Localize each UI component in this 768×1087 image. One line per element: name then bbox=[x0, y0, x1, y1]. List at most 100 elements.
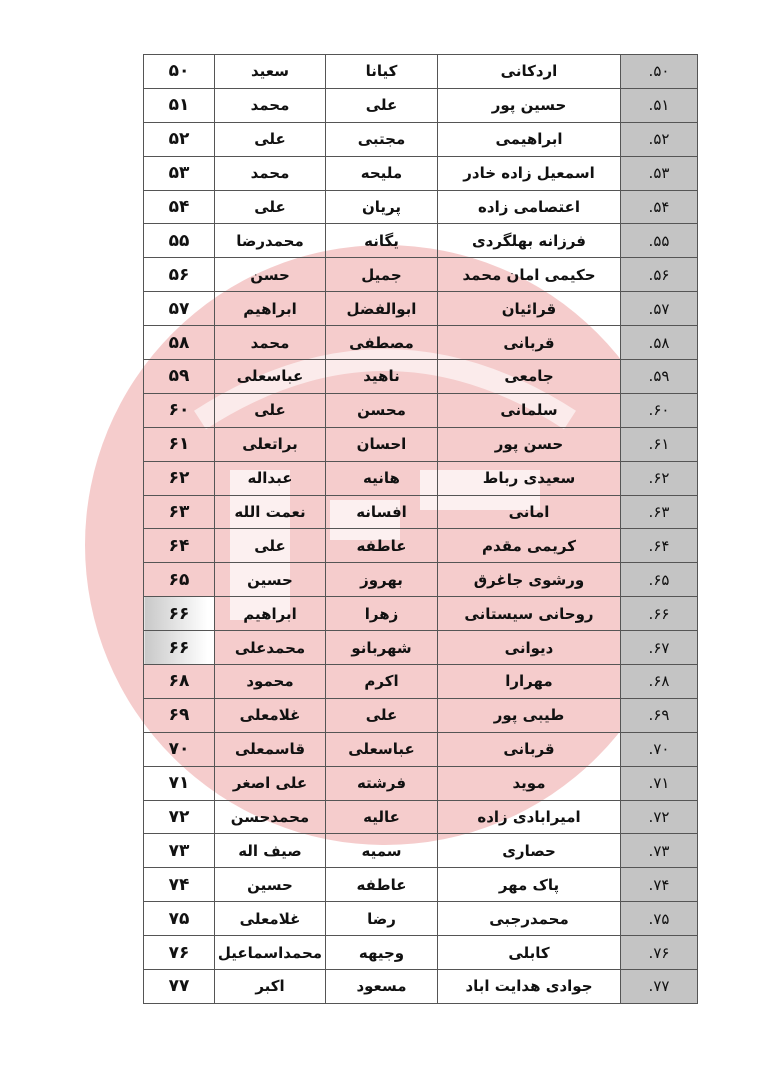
first-name-cell: احسان bbox=[325, 426, 438, 462]
last-name-cell: کابلی bbox=[437, 935, 621, 971]
row-index-cell: ۵۶. bbox=[620, 257, 698, 293]
father-name-cell: محمد bbox=[214, 87, 326, 123]
row-index-cell: ۷۶. bbox=[620, 935, 698, 971]
number-cell: ۷۴ bbox=[143, 867, 215, 903]
number-cell: ۷۶ bbox=[143, 935, 215, 971]
number-cell: ۷۵ bbox=[143, 901, 215, 937]
row-index-cell: ۶۸. bbox=[620, 664, 698, 699]
father-name-cell: علی bbox=[214, 189, 326, 225]
first-name-cell: ناهید bbox=[325, 359, 438, 394]
table-row: ۵۶. حکیمی امان محمد جمیل حسن ۵۶ bbox=[143, 257, 698, 293]
last-name-cell: سلمانی bbox=[437, 392, 621, 428]
first-name-cell: پریان bbox=[325, 189, 438, 225]
row-index-cell: ۶۰. bbox=[620, 392, 698, 428]
father-name-cell: سعید bbox=[214, 54, 326, 89]
last-name-cell: امانی bbox=[437, 494, 621, 530]
father-name-cell: محمد bbox=[214, 155, 326, 191]
father-name-cell: غلامعلی bbox=[214, 697, 326, 733]
first-name-cell: محسن bbox=[325, 392, 438, 428]
table-row: ۵۲. ابراهیمی مجتبی علی ۵۲ bbox=[143, 121, 698, 157]
first-name-cell: شهربانو bbox=[325, 630, 438, 666]
first-name-cell: زهرا bbox=[325, 596, 438, 632]
table-row: ۶۸. مهرارا اکرم محمود ۶۸ bbox=[143, 664, 698, 699]
number-cell: ۷۰ bbox=[143, 731, 215, 767]
table-row: ۷۷. جوادی هدایت اباد مسعود اکبر ۷۷ bbox=[143, 969, 698, 1004]
number-cell: ۷۷ bbox=[143, 969, 215, 1004]
number-cell: ۶۶ bbox=[143, 596, 215, 632]
last-name-cell: قربانی bbox=[437, 325, 621, 361]
table-row: ۵۳. اسمعیل زاده خادر ملیحه محمد ۵۳ bbox=[143, 155, 698, 191]
table-row: ۵۸. قربانی مصطفی محمد ۵۸ bbox=[143, 325, 698, 361]
number-cell: ۷۳ bbox=[143, 833, 215, 869]
row-index-cell: ۶۳. bbox=[620, 494, 698, 530]
row-index-cell: ۵۹. bbox=[620, 359, 698, 394]
table-row: ۵۹. جامعی ناهید عباسعلی ۵۹ bbox=[143, 359, 698, 394]
last-name-cell: مهرارا bbox=[437, 664, 621, 699]
number-cell: ۶۸ bbox=[143, 664, 215, 699]
father-name-cell: علی bbox=[214, 121, 326, 157]
first-name-cell: مصطفی bbox=[325, 325, 438, 361]
number-cell: ۷۱ bbox=[143, 765, 215, 801]
number-cell: ۶۲ bbox=[143, 460, 215, 496]
last-name-cell: حکیمی امان محمد bbox=[437, 257, 621, 293]
first-name-cell: اکرم bbox=[325, 664, 438, 699]
first-name-cell: ابوالفضل bbox=[325, 291, 438, 327]
father-name-cell: صیف اله bbox=[214, 833, 326, 869]
father-name-cell: عبداله bbox=[214, 460, 326, 496]
table-row: ۷۲. امیرابادی زاده عالیه محمدحسن ۷۲ bbox=[143, 799, 698, 835]
last-name-cell: جامعی bbox=[437, 359, 621, 394]
first-name-cell: جمیل bbox=[325, 257, 438, 293]
number-cell: ۵۴ bbox=[143, 189, 215, 225]
father-name-cell: ابراهیم bbox=[214, 596, 326, 632]
father-name-cell: محمدحسن bbox=[214, 799, 326, 835]
father-name-cell: محمدعلی bbox=[214, 630, 326, 666]
first-name-cell: عباسعلی bbox=[325, 731, 438, 767]
first-name-cell: مجتبی bbox=[325, 121, 438, 157]
number-cell: ۵۷ bbox=[143, 291, 215, 327]
number-cell: ۶۹ bbox=[143, 697, 215, 733]
first-name-cell: فرشته bbox=[325, 765, 438, 801]
row-index-cell: ۷۳. bbox=[620, 833, 698, 869]
row-index-cell: ۶۹. bbox=[620, 697, 698, 733]
first-name-cell: وجیهه bbox=[325, 935, 438, 971]
first-name-cell: بهروز bbox=[325, 562, 438, 598]
father-name-cell: ابراهیم bbox=[214, 291, 326, 327]
father-name-cell: علی bbox=[214, 392, 326, 428]
last-name-cell: حصاری bbox=[437, 833, 621, 869]
last-name-cell: روحانی سیستانی bbox=[437, 596, 621, 632]
row-index-cell: ۷۰. bbox=[620, 731, 698, 767]
last-name-cell: موید bbox=[437, 765, 621, 801]
number-cell: ۵۵ bbox=[143, 223, 215, 259]
table-row: ۵۴. اعتصامی زاده پریان علی ۵۴ bbox=[143, 189, 698, 225]
row-index-cell: ۷۲. bbox=[620, 799, 698, 835]
first-name-cell: یگانه bbox=[325, 223, 438, 259]
names-table: ۵۰. اردکانی کیانا سعید ۵۰ ۵۱. حسین پور علی محمد ۵… bbox=[143, 54, 698, 1004]
row-index-cell: ۵۷. bbox=[620, 291, 698, 327]
number-cell: ۵۹ bbox=[143, 359, 215, 394]
number-cell: ۶۶ bbox=[143, 630, 215, 666]
number-cell: ۵۸ bbox=[143, 325, 215, 361]
number-cell: ۶۰ bbox=[143, 392, 215, 428]
row-index-cell: ۶۴. bbox=[620, 528, 698, 564]
number-cell: ۶۳ bbox=[143, 494, 215, 530]
first-name-cell: علی bbox=[325, 697, 438, 733]
row-index-cell: ۷۵. bbox=[620, 901, 698, 937]
number-cell: ۶۴ bbox=[143, 528, 215, 564]
last-name-cell: فرزانه بهلگردی bbox=[437, 223, 621, 259]
row-index-cell: ۵۴. bbox=[620, 189, 698, 225]
table-row: ۶۵. ورشوی جاغرق بهروز حسین ۶۵ bbox=[143, 562, 698, 598]
table-row: ۵۱. حسین پور علی محمد ۵۱ bbox=[143, 87, 698, 123]
last-name-cell: کریمی مقدم bbox=[437, 528, 621, 564]
father-name-cell: عباسعلی bbox=[214, 359, 326, 394]
father-name-cell: محمد bbox=[214, 325, 326, 361]
table-row: ۶۳. امانی افسانه نعمت الله ۶۳ bbox=[143, 494, 698, 530]
number-cell: ۵۰ bbox=[143, 54, 215, 89]
row-index-cell: ۶۱. bbox=[620, 426, 698, 462]
last-name-cell: جوادی هدایت اباد bbox=[437, 969, 621, 1004]
table-row: ۵۵. فرزانه بهلگردی یگانه محمدرضا ۵۵ bbox=[143, 223, 698, 259]
table-row: ۶۱. حسن پور احسان براتعلی ۶۱ bbox=[143, 426, 698, 462]
father-name-cell: اکبر bbox=[214, 969, 326, 1004]
father-name-cell: علی اصغر bbox=[214, 765, 326, 801]
number-cell: ۷۲ bbox=[143, 799, 215, 835]
father-name-cell: قاسمعلی bbox=[214, 731, 326, 767]
